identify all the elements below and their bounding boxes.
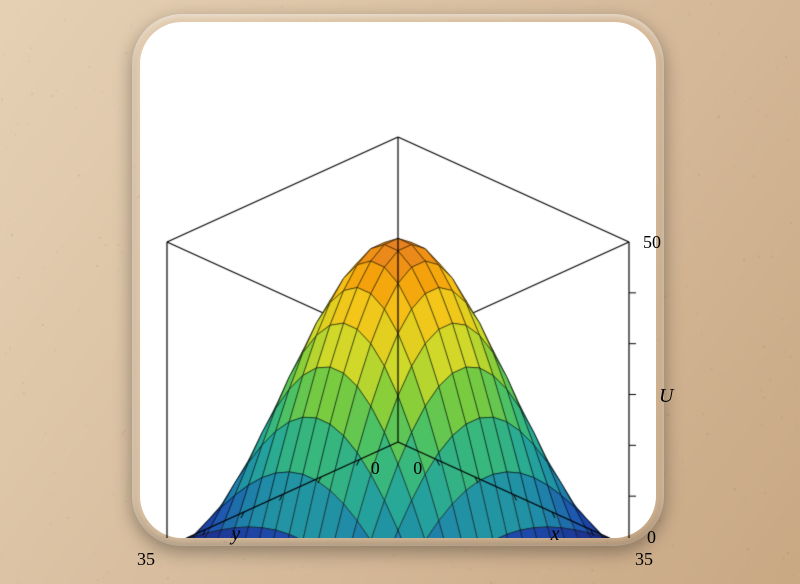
z-tick-max: 50 <box>643 232 661 253</box>
z-axis-label: U <box>659 385 673 408</box>
y-axis-label: y <box>231 523 240 546</box>
surface-3d-plot <box>140 22 656 538</box>
x-axis-label: x <box>551 523 560 546</box>
y-tick-max: 35 <box>137 549 155 570</box>
y-tick-0: 0 <box>371 458 380 479</box>
x-tick-0: 0 <box>413 458 422 479</box>
x-tick-max: 35 <box>635 549 653 570</box>
z-tick-0: 0 <box>647 527 656 548</box>
